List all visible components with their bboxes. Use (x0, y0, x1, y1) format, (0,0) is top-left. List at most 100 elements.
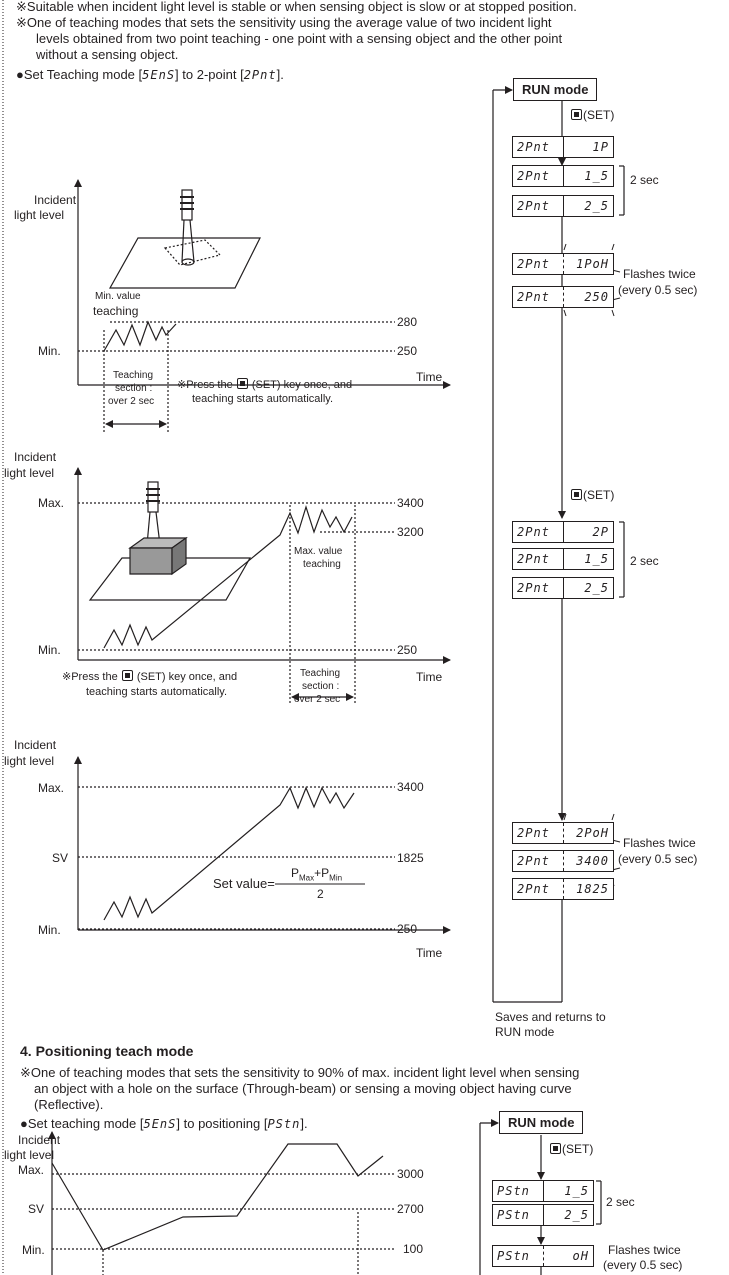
chart2-val-250: 250 (397, 643, 418, 657)
chart2-ylabel-2: light level (4, 466, 55, 480)
chart2-press-1: ※Press the (SET) key once, and (62, 670, 238, 683)
chart2-annot-2: teaching (303, 559, 341, 570)
chart4-val-100: 100 (403, 1242, 424, 1256)
chart4-max-label: Max. (18, 1163, 45, 1177)
flow1-display-1: 2Pnt 1P (512, 136, 614, 158)
chart2-ylabel-1: Incident (14, 450, 57, 464)
flow1-display-5: 2Pnt 250 (512, 286, 614, 308)
flow1-display-3: 2Pnt 2_5 (512, 195, 614, 217)
chart2-val-3400: 3400 (397, 496, 424, 510)
chart4-ylabel-1: Incident (18, 1133, 61, 1147)
flow1-saves-2: RUN mode (495, 1025, 555, 1039)
flow1-display-7: 2Pnt 1_5 (512, 548, 614, 570)
flow1-set-1: (SET) (570, 108, 614, 122)
flow1-flash-2b: (every 0.5 sec) (618, 852, 698, 866)
sec4-title: 4. Positioning teach mode (20, 1043, 194, 1059)
chart2-annot-1: Max. value (294, 546, 343, 557)
chart1-axes (74, 179, 451, 389)
chart3-min-label: Min. (38, 923, 61, 937)
chart2-signal (103, 504, 353, 649)
flow2-flash-b: (every 0.5 sec) (603, 1258, 683, 1272)
chart1-sensor-illustration (108, 189, 261, 289)
chart2-section-2: section : (302, 681, 340, 692)
sec3-note2c: without a sensing object. (36, 47, 179, 62)
formula-label: Set value= (213, 876, 275, 891)
chart2-press-2: teaching starts automatically. (86, 686, 228, 698)
chart4-val-2700: 2700 (397, 1202, 424, 1216)
chart3-val-3400: 3400 (397, 780, 424, 794)
flow2-display-3: PStn oH (492, 1245, 594, 1267)
chart3-val-250: 250 (397, 922, 418, 936)
chart1-min-label: Min. (38, 344, 61, 358)
chart1-annot-1: Min. value (95, 291, 141, 302)
set-key-icon (571, 109, 582, 120)
chart4-sv-label: SV (28, 1202, 45, 1216)
flow2-display-1: PStn 1_5 (492, 1180, 594, 1202)
flow2-flash-a: Flashes twice (608, 1243, 681, 1257)
sec3-set-line: ●Set Teaching mode [5EnS] to 2-point [2P… (16, 67, 284, 82)
sec4-note-a: ※One of teaching modes that sets the sen… (20, 1065, 580, 1080)
chart1-section-2: section : (115, 383, 153, 394)
chart2-section-3: over 2 sec (294, 694, 341, 705)
chart1-val-250: 250 (397, 344, 418, 358)
chart2-val-3200: 3200 (397, 525, 424, 539)
flow1-display-8: 2Pnt 2_5 (512, 577, 614, 599)
chart4-val-3000: 3000 (397, 1167, 424, 1181)
sec3-note2a: ※One of teaching modes that sets the sen… (16, 15, 552, 30)
chart2-section-1: Teaching (300, 668, 341, 679)
chart1-annot-2: teaching (93, 304, 139, 318)
chart1-signal (103, 320, 177, 352)
flow1-display-10: 2Pnt 3400 (512, 850, 614, 872)
chart3-axes (74, 756, 451, 934)
sec3-note2b: levels obtained from two point teaching … (36, 31, 563, 46)
chart1-section-3: over 2 sec (108, 396, 155, 407)
flow1-flash-1b: (every 0.5 sec) (618, 283, 698, 297)
sec4-set-line: ●Set teaching mode [5EnS] to positioning… (20, 1116, 308, 1131)
formula-denominator: 2 (317, 887, 324, 901)
chart3-max-label: Max. (38, 781, 65, 795)
flow2-run-mode-box: RUN mode (499, 1111, 584, 1134)
flow2-lines (479, 1119, 602, 1275)
flow1-display-4: 2Pnt 1PoH (512, 253, 614, 275)
chart1-xlabel: Time (416, 370, 443, 384)
chart3-ylabel-1: Incident (14, 738, 57, 752)
set-key-icon (236, 378, 248, 389)
set-key-icon (550, 1143, 561, 1154)
set-key-icon (121, 670, 133, 681)
chart3-val-1825: 1825 (397, 851, 424, 865)
flow1-flash-2a: Flashes twice (623, 836, 696, 850)
chart4-ylabel-2: light level (4, 1148, 55, 1162)
chart2-xlabel: Time (416, 670, 443, 684)
chart2-axes (74, 467, 451, 664)
chart3-xlabel: Time (416, 946, 443, 960)
chart1-ylabel-1: Incident (34, 193, 77, 207)
sec4-note-c: (Reflective). (34, 1097, 104, 1112)
flow1-set-2: (SET) (570, 488, 614, 502)
chart2-sensor-illustration (88, 481, 252, 601)
chart3-signal (103, 786, 355, 921)
chart4-min-label: Min. (22, 1243, 45, 1257)
formula-numerator: PMax+PMin (291, 866, 343, 883)
flow1-display-9: 2Pnt 2PoH (512, 822, 614, 844)
flow1-2sec-2: 2 sec (630, 554, 659, 568)
chart4-signal (51, 1143, 384, 1251)
flow1-display-11: 2Pnt 1825 (512, 878, 614, 900)
chart1-press-1: ※Press the (SET) key once, and (177, 378, 353, 391)
sec3-note1: ※Suitable when incident light level is s… (16, 0, 577, 14)
chart1-ylabel-2: light level (14, 208, 65, 222)
chart1-section-1: Teaching (113, 370, 154, 381)
chart1-val-280: 280 (397, 315, 418, 329)
flow1-display-2: 2Pnt 1_5 (512, 165, 614, 187)
chart2-max-label: Max. (38, 496, 65, 510)
chart3-ylabel-2: light level (4, 754, 55, 768)
flow2-display-2: PStn 2_5 (492, 1204, 594, 1226)
flow2-set-1: (SET) (549, 1142, 593, 1156)
chart1-press-2: teaching starts automatically. (192, 393, 334, 405)
flow2-2sec: 2 sec (606, 1195, 635, 1209)
chart3-sv-label: SV (52, 851, 69, 865)
chart2-min-label: Min. (38, 643, 61, 657)
set-key-icon (571, 489, 582, 500)
flow1-display-6: 2Pnt 2P (512, 521, 614, 543)
sec4-note-b: an object with a hole on the surface (Th… (34, 1081, 572, 1096)
